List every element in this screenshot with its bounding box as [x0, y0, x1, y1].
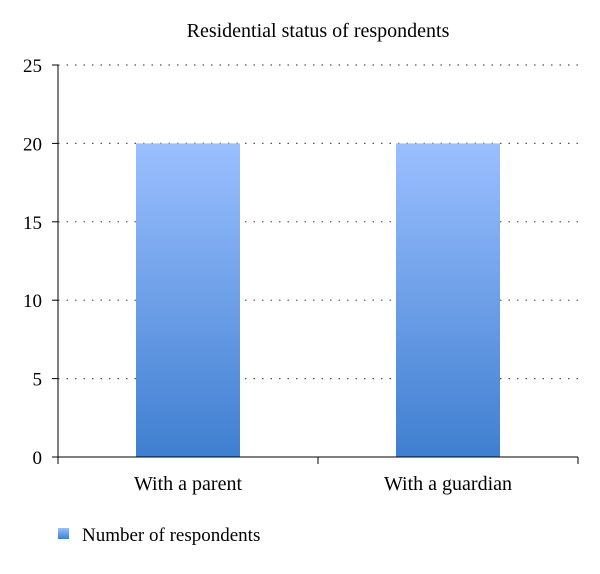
- bar-2: [396, 143, 500, 457]
- y-tick-labels: 0 5 10 15 20 25: [23, 56, 42, 469]
- y-tick-label-4: 20: [23, 134, 42, 155]
- chart-title: Residential status of respondents: [187, 20, 450, 42]
- bars: [136, 143, 500, 457]
- y-tick-label-3: 15: [23, 213, 42, 234]
- y-tick-label-0: 0: [33, 448, 43, 469]
- legend-label: Number of respondents: [82, 525, 260, 546]
- y-tick-label-2: 10: [23, 291, 42, 312]
- axes: [52, 64, 579, 464]
- legend: Number of respondents: [58, 525, 260, 546]
- x-tick-labels: With a parent With a guardian: [134, 473, 512, 495]
- y-tick-label-5: 25: [23, 56, 42, 77]
- x-tick-label-1: With a parent: [134, 473, 242, 495]
- x-tick-label-2: With a guardian: [384, 473, 512, 495]
- y-tick-label-1: 5: [33, 370, 43, 391]
- legend-swatch: [58, 528, 69, 539]
- bar-1: [136, 143, 240, 457]
